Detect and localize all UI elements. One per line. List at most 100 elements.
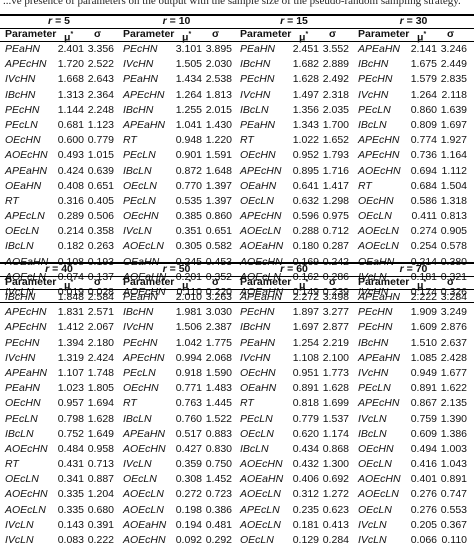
mu-star: * — [305, 31, 309, 38]
sigma-cell: 1.537 — [322, 412, 349, 425]
sigma-cell: 1.677 — [440, 366, 467, 379]
mu-cell: 0.272 — [175, 488, 202, 501]
mu-cell: 0.891 — [410, 382, 437, 395]
sigma-cell: 1.927 — [440, 134, 467, 147]
parameter-cell: APEaHN — [358, 351, 401, 364]
sigma-cell: 0.750 — [205, 458, 232, 471]
parameter-cell: IBcLN — [5, 240, 34, 253]
table-body: APEaHN 2.141 3.246 IBcHN 1.675 2.449 PEcHN 1.57… — [353, 42, 474, 300]
sigma-cell: 0.386 — [205, 503, 232, 516]
parameter-cell: APEaHN — [123, 118, 166, 131]
table-row: RT 0.818 1.699 — [235, 396, 353, 411]
table-row: IBcLN 0.760 1.522 — [118, 412, 235, 427]
sigma-cell: 3.263 — [205, 291, 232, 303]
table-row: IBcHN 1.848 2.584 — [0, 290, 118, 305]
sample-size-label: r = 40 — [0, 262, 118, 276]
sample-size-label: r = 15 — [235, 14, 353, 28]
parameter-cell: APEcHN — [358, 397, 400, 410]
sigma-cell: 2.067 — [87, 321, 114, 334]
parameter-cell: OEcHN — [123, 382, 159, 395]
mu-cell: 1.107 — [57, 366, 84, 379]
r-value: = 15 — [287, 15, 308, 27]
parameter-cell: AOEaHN — [5, 255, 48, 270]
table-row: PEaHN 2.010 3.263 — [118, 290, 235, 305]
parameter-cell: PEcHN — [240, 306, 275, 319]
parameter-cell: PEcHN — [5, 103, 40, 116]
table-row: IBcLN 0.182 0.263 — [0, 239, 118, 254]
table-row: IBcHN 1.697 2.877 — [235, 320, 353, 335]
mu-cell: 0.092 — [175, 534, 202, 546]
table-row: PEaHN 1.023 1.805 — [0, 381, 118, 396]
column-header-parameter: Parameter — [240, 28, 292, 40]
mu-cell: 1.668 — [57, 73, 84, 86]
sigma-cell: 1.003 — [440, 442, 467, 455]
mu-cell: 0.895 — [292, 164, 319, 177]
table-row: APEcHN 0.867 2.135 — [353, 396, 474, 411]
sigma-cell: 0.639 — [87, 164, 114, 177]
mu-cell: 0.949 — [410, 366, 437, 379]
sample-size-label: r = 60 — [235, 262, 353, 276]
sigma-cell: 1.123 — [87, 118, 114, 131]
mu-cell: 1.319 — [57, 351, 84, 364]
table-row: OEcHN 0.952 1.793 — [235, 148, 353, 163]
mu-cell: 0.408 — [57, 179, 84, 192]
mu-cell: 1.909 — [410, 306, 437, 319]
sigma-cell: 2.387 — [205, 321, 232, 334]
sample-size-label: r = 30 — [353, 14, 474, 28]
parameter-cell: IBcHN — [358, 58, 389, 71]
table-row: IVcLN 0.083 0.222 — [0, 533, 118, 548]
mu-cell: 0.143 — [57, 518, 84, 531]
table-row: IBcHN 1.255 2.015 — [118, 103, 235, 118]
sigma-cell: 0.958 — [87, 442, 114, 455]
mu-cell: 0.108 — [55, 255, 84, 270]
r-symbol: r — [162, 15, 167, 27]
parameter-cell: IVcHN — [358, 88, 389, 101]
mu-cell: 0.872 — [175, 164, 202, 177]
table-row: APEcHN 0.994 2.068 — [118, 351, 235, 366]
parameter-cell: RT — [5, 194, 19, 207]
parameter-cell: PEaHN — [240, 118, 276, 131]
sigma-cell: 2.538 — [205, 73, 232, 86]
table-row: OEaHN 0.891 1.628 — [235, 381, 353, 396]
parameter-cell: OEcHN — [5, 134, 41, 147]
sigma-cell: 1.699 — [322, 397, 349, 410]
parameter-cell: PEcLN — [240, 412, 273, 425]
parameter-cell: AOEcLN — [358, 240, 399, 253]
mu-cell: 1.697 — [292, 321, 319, 334]
sigma-cell: 2.643 — [87, 73, 114, 86]
table-row: OEaHN 0.2450.453 — [118, 255, 235, 270]
sigma-cell: 2.522 — [87, 58, 114, 71]
parameter-cell: IBcLN — [123, 412, 152, 425]
sigma-cell: 0.891 — [440, 473, 467, 486]
table-row: OEaHN 0.641 1.417 — [235, 179, 353, 194]
parameter-cell: IVcHN — [5, 73, 36, 86]
mu-cell: 0.586 — [410, 194, 437, 207]
parameter-cell: OEcHN — [240, 149, 276, 162]
parameter-cell: AOEaHN — [123, 518, 167, 531]
table-row: PEcLN 0.798 1.628 — [0, 412, 118, 427]
parameter-cell: PEcLN — [123, 366, 156, 379]
r-symbol: r — [280, 15, 285, 27]
sigma-cell: 1.622 — [440, 382, 467, 395]
sigma-cell: 1.813 — [205, 88, 232, 101]
table-row: RT 0.763 1.445 — [118, 396, 235, 411]
sigma-cell: 2.100 — [322, 351, 349, 364]
table-row: IBcLN 0.872 1.648 — [118, 164, 235, 179]
parameter-cell: APEcHN — [358, 149, 400, 162]
parameter-cell: OEcHN — [358, 442, 394, 455]
mu-cell: 0.609 — [410, 427, 437, 440]
mu-cell: 0.274 — [410, 225, 437, 238]
parameter-cell: APEaHN — [240, 291, 283, 303]
mu-cell: 0.798 — [57, 412, 84, 425]
column-header-sigma: σ — [447, 28, 455, 40]
r-symbol: r — [399, 263, 404, 275]
mu-cell: 0.860 — [410, 103, 437, 116]
mu-cell: 2.401 — [57, 43, 84, 55]
sigma-cell: 0.712 — [322, 225, 349, 238]
sigma-cell: 3.895 — [205, 43, 232, 55]
parameter-cell: IBcLN — [358, 118, 387, 131]
sigma-cell: 0.391 — [87, 518, 114, 531]
mu-cell: 0.312 — [292, 488, 319, 501]
parameter-cell: OEaHN — [240, 382, 277, 395]
column-header-mu: μ* — [64, 276, 73, 292]
